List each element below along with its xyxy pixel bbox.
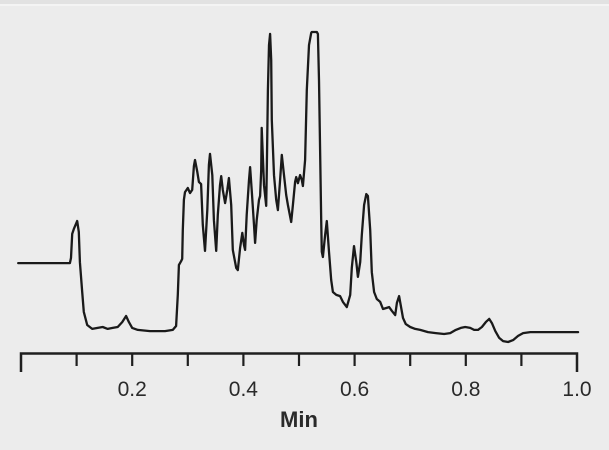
x-tick-label: 0.2 <box>118 378 147 401</box>
x-tick-label: 1.0 <box>562 378 591 401</box>
x-tick-label: 0.8 <box>451 378 480 401</box>
x-axis-title: Min <box>280 407 318 432</box>
x-tick-label: 0.6 <box>340 378 369 401</box>
x-tick-label: 0.4 <box>229 378 259 401</box>
window-top-edge <box>0 0 609 6</box>
chromatogram-trace <box>17 30 580 344</box>
